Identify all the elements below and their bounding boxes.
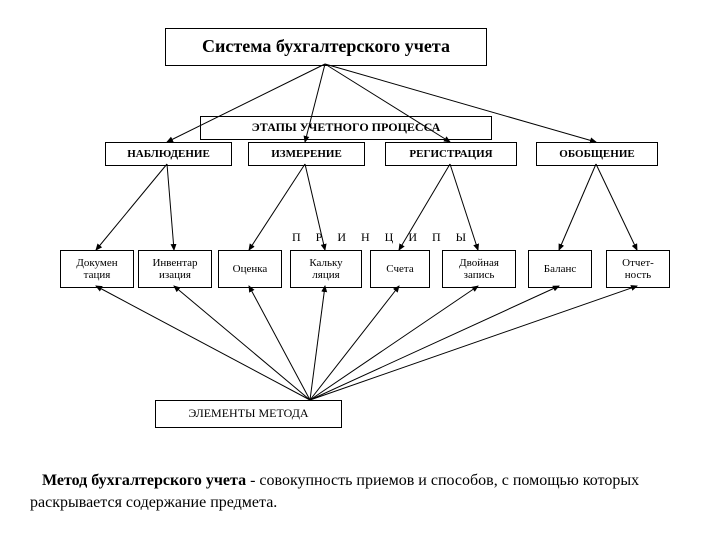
principle-label: Инвентар изация bbox=[152, 257, 197, 281]
principle-label: Оценка bbox=[233, 263, 268, 275]
title-text: Система бухгалтерского учета bbox=[202, 37, 450, 57]
method-bold: Метод бухгалтерского учета bbox=[42, 472, 246, 489]
stage-label: ИЗМЕРЕНИЕ bbox=[271, 148, 342, 160]
stage-box: ИЗМЕРЕНИЕ bbox=[248, 142, 365, 166]
principle-box: Оценка bbox=[218, 250, 282, 288]
principle-box: Инвентар изация bbox=[138, 250, 212, 288]
stage-box: НАБЛЮДЕНИЕ bbox=[105, 142, 232, 166]
principle-box: Докумен тация bbox=[60, 250, 134, 288]
principle-box: Отчет- ность bbox=[606, 250, 670, 288]
principle-label: Счета bbox=[386, 263, 413, 275]
method-definition: Метод бухгалтерского учета - совокупност… bbox=[10, 470, 720, 513]
elements-box: ЭЛЕМЕНТЫ МЕТОДА bbox=[155, 400, 342, 428]
principle-label: Баланс bbox=[544, 263, 576, 275]
principle-box: Кальку ляция bbox=[290, 250, 362, 288]
principle-label: Кальку ляция bbox=[309, 257, 342, 281]
stage-label: РЕГИСТРАЦИЯ bbox=[409, 148, 492, 160]
principles-label-text: П Р И Н Ц И П Ы bbox=[292, 230, 472, 244]
stage-label: ОБОБЩЕНИЕ bbox=[559, 148, 634, 160]
stages-header-box: ЭТАПЫ УЧЕТНОГО ПРОЦЕССА bbox=[200, 116, 492, 140]
principle-box: Двойная запись bbox=[442, 250, 516, 288]
stage-box: ОБОБЩЕНИЕ bbox=[536, 142, 658, 166]
principle-box: Баланс bbox=[528, 250, 592, 288]
stage-label: НАБЛЮДЕНИЕ bbox=[127, 148, 210, 160]
stage-box: РЕГИСТРАЦИЯ bbox=[385, 142, 517, 166]
title-box: Система бухгалтерского учета bbox=[165, 28, 487, 66]
principles-label: П Р И Н Ц И П Ы bbox=[292, 230, 472, 245]
stages-header-text: ЭТАПЫ УЧЕТНОГО ПРОЦЕССА bbox=[252, 121, 441, 134]
principle-label: Отчет- ность bbox=[622, 257, 654, 281]
principle-label: Двойная запись bbox=[459, 257, 499, 281]
principle-label: Докумен тация bbox=[76, 257, 117, 281]
principle-box: Счета bbox=[370, 250, 430, 288]
elements-label: ЭЛЕМЕНТЫ МЕТОДА bbox=[188, 407, 308, 420]
